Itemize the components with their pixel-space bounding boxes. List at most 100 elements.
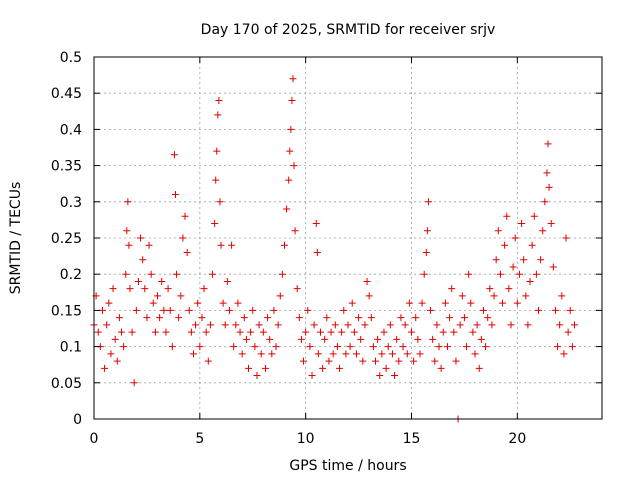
y-tick-label: 0.5 [60,50,82,66]
data-point [547,220,555,228]
y-tick-label: 0.35 [51,159,82,175]
data-point [316,328,324,336]
data-point [111,335,119,343]
data-point [458,292,466,300]
data-point [376,372,384,380]
data-point [433,321,441,329]
data-point [482,343,490,351]
data-point [348,299,356,307]
data-point [98,306,106,314]
data-point [431,357,439,365]
data-point [156,314,164,322]
data-point [355,314,363,322]
data-point [232,321,240,329]
data-point [471,350,479,358]
x-tick-label: 10 [297,431,315,447]
data-point [388,350,396,358]
data-point [211,220,219,228]
data-point [105,299,113,307]
data-point [278,270,286,278]
data-point [118,328,126,336]
data-point [486,285,494,293]
data-point [319,364,327,372]
data-point [448,285,456,293]
data-point [429,335,437,343]
data-point [564,328,572,336]
data-point [286,147,294,155]
data-point [308,372,316,380]
data-point [134,277,142,285]
x-tick-label: 5 [195,431,204,447]
data-point [216,198,224,206]
data-point [213,147,221,155]
data-point [352,350,360,358]
data-point [276,292,284,300]
data-point [145,241,153,249]
y-tick-label: 0.45 [51,86,82,102]
data-point [463,343,471,351]
data-point [503,212,511,220]
data-point [544,140,552,148]
data-point [120,343,128,351]
data-point [290,162,298,170]
data-point [380,328,388,336]
data-point [215,96,223,104]
data-point [338,328,346,336]
data-point [202,328,210,336]
data-point [327,328,335,336]
data-point [206,321,214,329]
data-point [245,364,253,372]
data-point [367,314,375,322]
data-point [304,306,312,314]
data-point [505,285,513,293]
data-point [562,234,570,242]
data-point [541,198,549,206]
data-point [154,292,161,300]
data-point [539,227,547,235]
data-point [141,285,149,293]
data-point [281,241,288,249]
data-point [443,343,451,351]
data-point [496,270,504,278]
data-point [568,343,576,351]
data-point [372,357,380,365]
data-point [475,364,483,372]
data-point [511,234,519,242]
data-point [323,314,331,322]
data-point [528,241,536,249]
data-point [261,364,269,372]
data-point [217,241,225,249]
data-point [164,285,172,293]
data-point [513,299,521,307]
data-point [297,335,305,343]
data-point [361,321,369,329]
data-point [204,357,212,365]
data-point [212,176,220,184]
data-point [234,299,242,307]
data-point [507,321,515,329]
data-point [128,328,136,336]
data-point [166,306,174,314]
y-tick-label: 0.3 [60,195,82,211]
data-point [302,328,310,336]
data-point [465,270,473,278]
data-point [268,350,276,358]
data-point [416,350,424,358]
data-point [314,350,322,358]
data-point [160,306,168,314]
data-point [149,299,157,307]
data-point [393,335,401,343]
data-point [363,277,371,285]
data-point [369,343,377,351]
data-point [198,314,206,322]
data-point [251,343,259,351]
data-point [403,350,411,358]
data-point [214,111,222,119]
data-point [158,277,166,285]
x-tick-labels: 0 5 10 15 20 [90,431,527,447]
data-point [173,270,181,278]
data-point [342,350,350,358]
data-point [228,241,236,249]
data-point [570,321,578,329]
y-tick-label: 0.25 [51,231,82,247]
